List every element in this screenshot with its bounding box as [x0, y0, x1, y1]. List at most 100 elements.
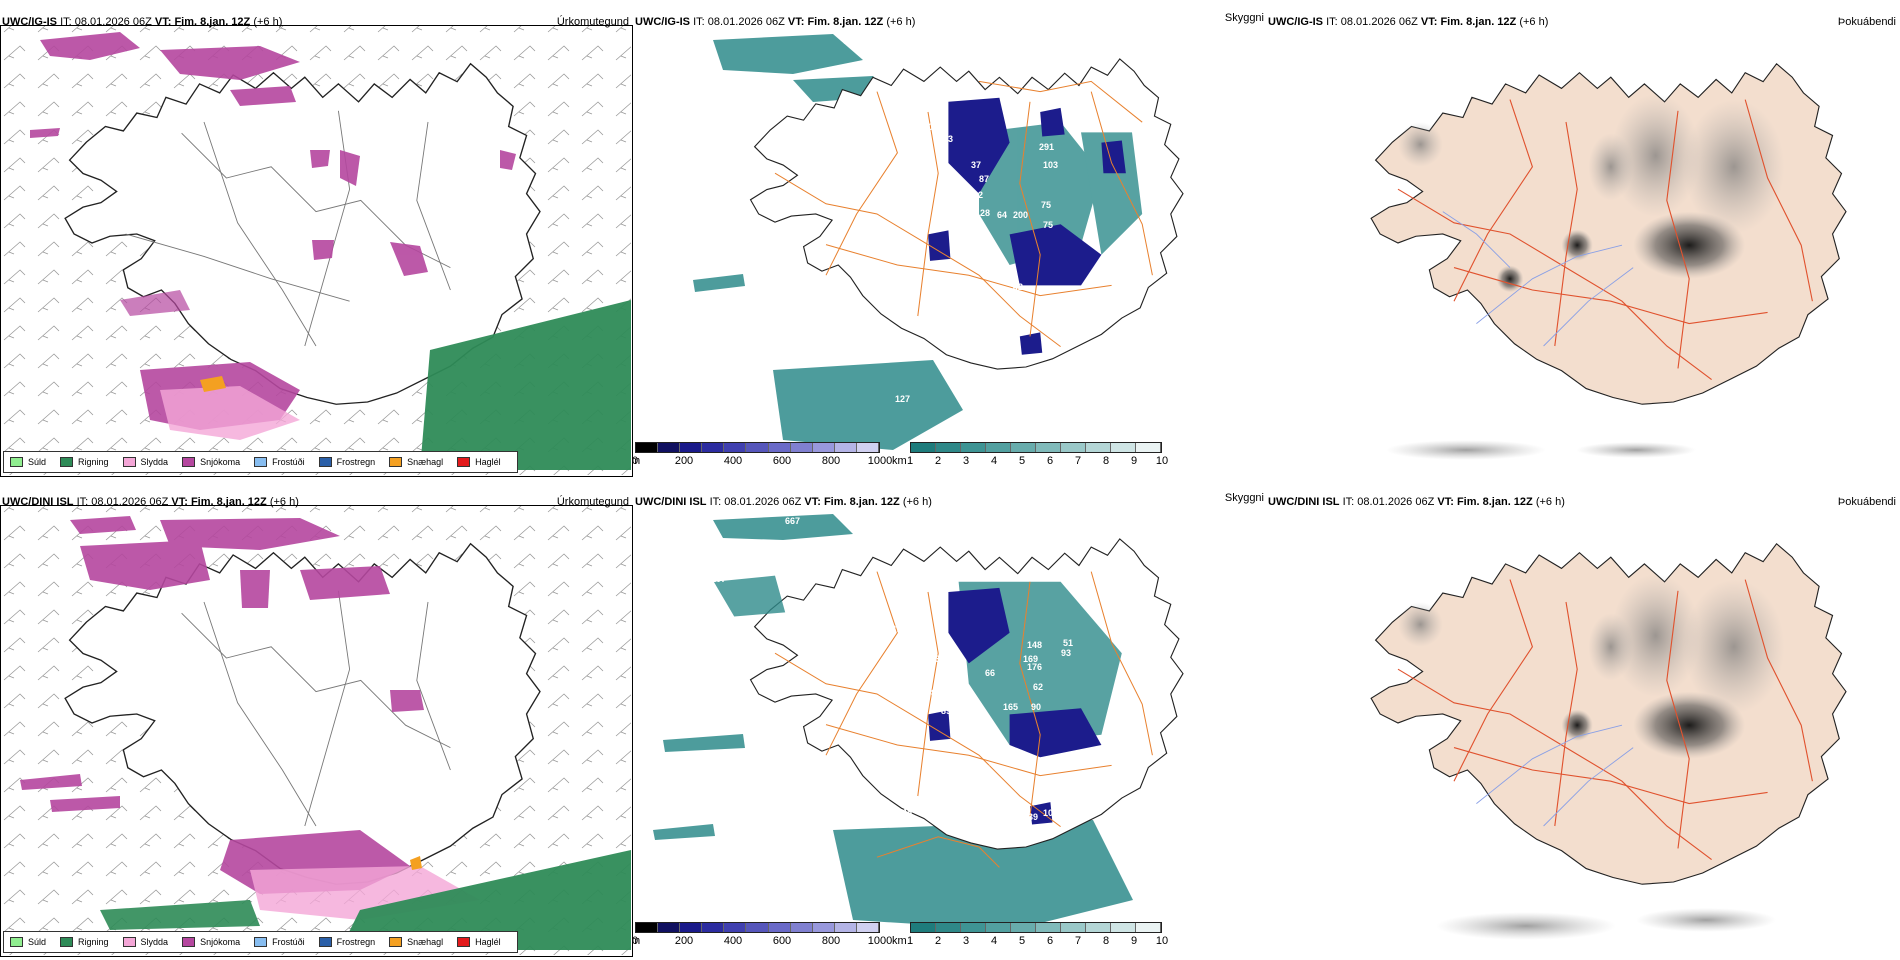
panel-header: UWC/IG-IS IT: 08.01.2026 06Z VT: Fim. 8.… — [1268, 16, 1548, 28]
visibility-value-label: 87 — [891, 624, 901, 634]
colorbar-cell — [768, 923, 791, 932]
legend-swatch — [60, 457, 74, 467]
model-name: UWC/IG-IS — [635, 16, 690, 28]
it-value: 08.01.2026 06Z — [707, 16, 785, 28]
colorbar-cell — [1136, 923, 1161, 932]
vt-value: Fim. 8.jan. 12Z — [807, 16, 884, 28]
visibility-panel-top: UWC/IG-IS IT: 08.01.2026 06Z VT: Fim. 8.… — [633, 10, 1266, 480]
it-label: IT: — [693, 16, 705, 28]
colorbar-tick: 8 — [1102, 455, 1110, 467]
precip-legend: Súld Rigning Slydda Snjókoma Frostúði Fr… — [3, 451, 518, 473]
colorbar-tick: 9 — [1130, 455, 1138, 467]
visibility-value-label: 51 — [1063, 638, 1073, 648]
panel-title: Þokuábendi — [1837, 16, 1896, 28]
visibility-value-label: 90 — [1031, 702, 1041, 712]
colorbar-tick: 2 — [934, 455, 942, 467]
visibility-value-label: 667 — [785, 516, 800, 526]
visibility-value-label: 93 — [1061, 648, 1071, 658]
colorbar-cell — [702, 443, 725, 452]
colorbar-cell — [1061, 443, 1086, 452]
colorbar-tick: 600 — [772, 455, 792, 467]
visibility-value-label: 62 — [1033, 682, 1043, 692]
visibility-unit: km — [892, 455, 907, 467]
visibility-value-label: 75 — [1041, 200, 1051, 210]
cloud-base-ticks: 0 200 400 600 800 1000 — [633, 933, 892, 947]
lead-time: (+6 h) — [253, 16, 283, 28]
colorbar-cell — [1011, 923, 1036, 932]
visibility-segments — [910, 442, 1162, 453]
colorbar-tick: 800 — [821, 455, 841, 467]
precip-type-panel-bottom: UWC/DINI ISL IT: 08.01.2026 06Z VT: Fim.… — [0, 490, 633, 960]
precip-type-panel-top: UWC/IG-IS IT: 08.01.2026 06Z VT: Fim. 8.… — [0, 10, 633, 480]
colorbar-tick: 800 — [821, 935, 841, 947]
colorbar-cell — [724, 443, 747, 452]
legend-swatch — [389, 937, 403, 947]
colorbar-cell — [746, 443, 769, 452]
visibility-value-label: 80 — [915, 142, 925, 152]
colorbar-tick: 1000 — [867, 455, 893, 467]
fog-map — [1370, 63, 1847, 460]
colorbar-tick: 2 — [934, 935, 942, 947]
visibility-value-label: 109 — [1043, 808, 1058, 818]
visibility-segments — [910, 922, 1162, 933]
colorbar-tick: 200 — [674, 935, 694, 947]
colorbar-cell — [636, 443, 659, 452]
colorbar-tick: 1000 — [867, 935, 893, 947]
model-name: UWC/DINI ISL — [2, 496, 74, 508]
cloud-base-colorbar: 0 200 400 600 800 1000 m — [633, 442, 892, 467]
colorbar-cell — [702, 923, 725, 932]
colorbar-cell — [746, 923, 769, 932]
visibility-value-label: 408 — [921, 688, 936, 698]
precip-type-map — [1, 506, 631, 955]
colorbar-cell — [1061, 923, 1086, 932]
vt-value: Fim. 8.jan. 12Z — [823, 496, 900, 508]
visibility-value-label: 61 — [981, 764, 991, 774]
model-name: UWC/DINI ISL — [635, 496, 707, 508]
visibility-value-label: 70 — [829, 110, 839, 120]
cloud-base-segments — [635, 442, 880, 453]
colorbar-tick: 7 — [1074, 455, 1082, 467]
visibility-value-label: 98 — [1009, 820, 1019, 830]
colorbar-cell — [658, 443, 681, 452]
visibility-value-label: 300 — [878, 809, 893, 819]
legend-swatch — [122, 937, 136, 947]
cloud-base-ticks: 0 200 400 600 800 1000 — [633, 453, 892, 467]
colorbar-tick: 200 — [674, 455, 694, 467]
panel-title: Skyggni — [1224, 12, 1264, 24]
it-value: 08.01.2026 06Z — [1357, 496, 1435, 508]
colorbar-cell — [1111, 923, 1136, 932]
visibility-value-label: 176 — [1027, 662, 1042, 672]
lead-time: (+6 h) — [886, 16, 916, 28]
colorbar-tick: 3 — [962, 455, 970, 467]
visibility-value-label: 127 — [895, 394, 910, 404]
colorbar-cell — [636, 923, 659, 932]
visibility-map: 667 707 107 87 76 95 103 408 89 66 65 165 90 148 169 93… — [653, 502, 1184, 930]
legend-item-rigning: Rigning — [60, 457, 109, 467]
visibility-value-label: 95 — [950, 216, 960, 226]
colorbar-tick: 3 — [962, 935, 970, 947]
panel-title: Þokuábendi — [1837, 496, 1896, 508]
legend-item-snjokoma: Snjókoma — [182, 457, 240, 467]
visibility-value-label: 64 — [891, 104, 901, 114]
vt-label: VT: — [787, 16, 805, 28]
vt-label: VT: — [804, 496, 821, 508]
legend-swatch — [457, 457, 471, 467]
legend-item-slydda: Slydda — [122, 457, 168, 467]
visibility-value-label: 707 — [838, 502, 853, 512]
it-label: IT: — [1326, 16, 1338, 28]
visibility-value-label: 75 — [1043, 220, 1053, 230]
it-label: IT: — [709, 496, 722, 508]
colorbar-cell — [936, 443, 961, 452]
model-name: UWC/IG-IS — [2, 16, 57, 28]
colorbar-cell — [812, 923, 835, 932]
colorbar-tick: 4 — [990, 455, 998, 467]
colorbar-cell — [834, 923, 857, 932]
visibility-value-label: 103 — [1043, 160, 1058, 170]
colorbar-cell — [790, 443, 813, 452]
colorbar-tick: 0 — [633, 935, 639, 947]
visibility-map: 94 64 70 80 93 77 37 87 446 97 102 128 95 64 200 75 75 29… — [693, 34, 1184, 450]
lead-time: (+6 h) — [1535, 496, 1565, 508]
visibility-value-label: 95 — [911, 642, 921, 652]
colorbar-tick: 8 — [1102, 935, 1110, 947]
colorbar-cell — [768, 443, 791, 452]
